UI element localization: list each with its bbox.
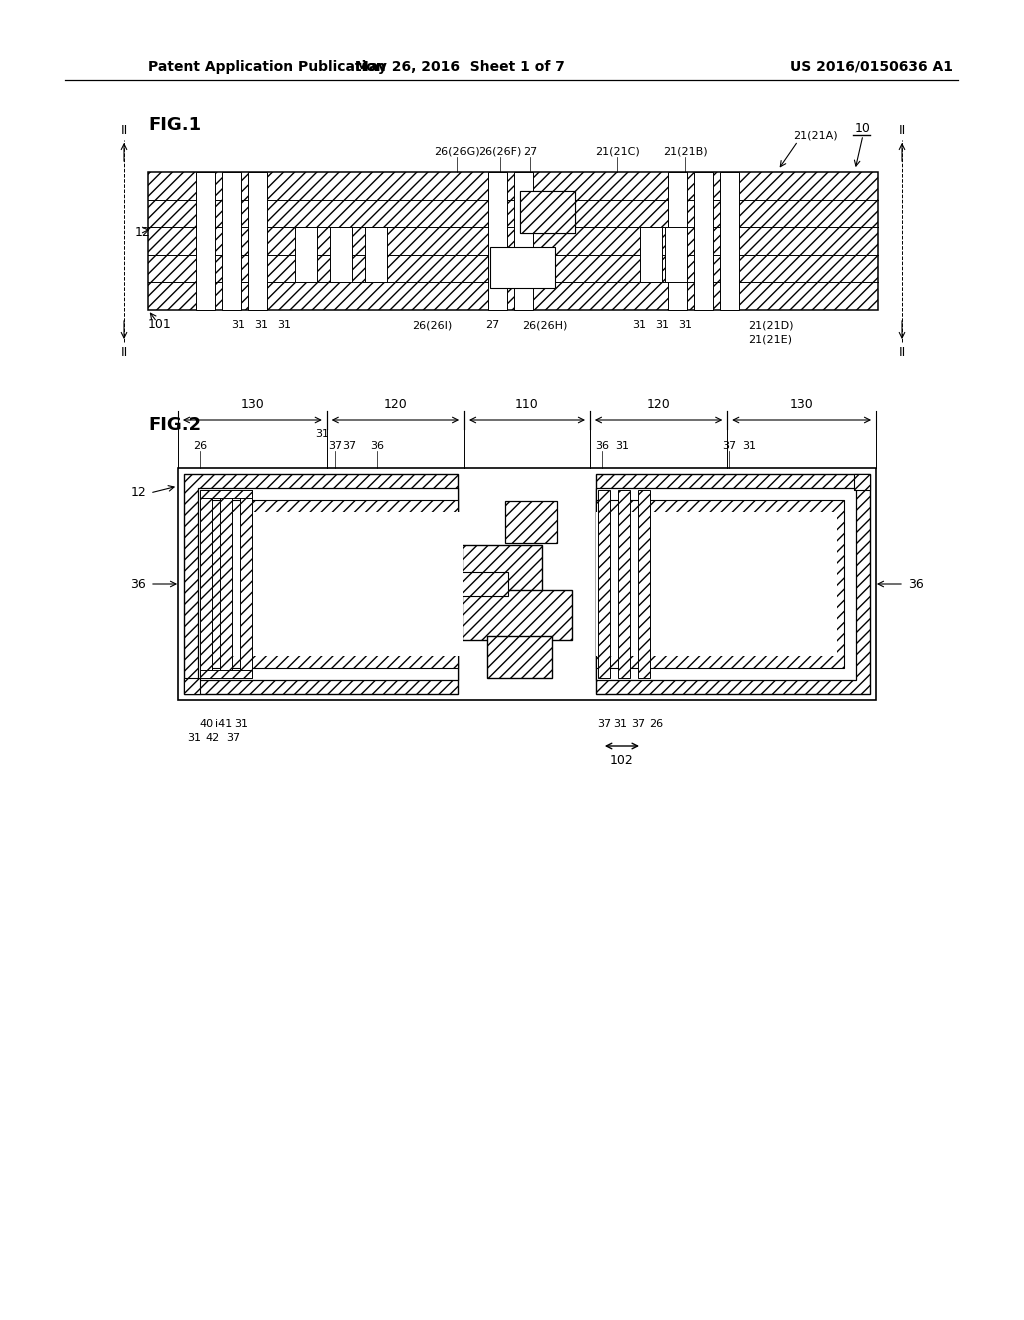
Bar [222, 512, 463, 656]
Text: 26(26H): 26(26H) [522, 319, 567, 330]
Text: 36: 36 [908, 578, 924, 590]
Text: 10: 10 [855, 121, 870, 135]
Text: 26(26G): 26(26G) [434, 147, 480, 157]
Text: 31: 31 [278, 319, 291, 330]
Text: 31: 31 [632, 319, 646, 330]
Text: 12: 12 [130, 487, 146, 499]
Text: 31: 31 [655, 319, 669, 330]
Text: 120: 120 [647, 399, 671, 412]
Bar [248, 172, 267, 310]
Bar [184, 474, 458, 694]
Text: 37: 37 [226, 733, 240, 743]
Text: II: II [121, 124, 128, 136]
Bar [220, 490, 232, 678]
Text: 37: 37 [722, 441, 736, 451]
Bar [490, 247, 555, 288]
Text: 31: 31 [615, 441, 629, 451]
Bar [488, 172, 507, 310]
Bar [196, 172, 215, 310]
Text: 27: 27 [523, 147, 538, 157]
Text: 31: 31 [613, 719, 627, 729]
Text: 37: 37 [631, 719, 645, 729]
Text: II: II [898, 124, 905, 136]
Bar [462, 590, 572, 640]
Bar [505, 502, 557, 543]
Bar [596, 474, 870, 694]
Bar [596, 500, 844, 668]
Text: 21(21A): 21(21A) [793, 131, 838, 141]
Bar [198, 488, 458, 680]
Text: 31: 31 [742, 441, 757, 451]
Bar [520, 191, 575, 232]
Text: 102: 102 [610, 755, 634, 767]
Text: May 26, 2016  Sheet 1 of 7: May 26, 2016 Sheet 1 of 7 [355, 59, 565, 74]
Bar [365, 227, 387, 282]
Text: 27: 27 [485, 319, 499, 330]
Text: 37: 37 [342, 441, 355, 451]
Text: 31: 31 [254, 319, 268, 330]
Bar [617, 490, 630, 678]
Bar [520, 191, 575, 232]
Bar [222, 172, 241, 310]
Bar [638, 490, 650, 678]
Text: 31: 31 [234, 719, 248, 729]
Text: 36: 36 [130, 578, 146, 590]
Bar [178, 469, 876, 700]
Bar [596, 512, 837, 656]
Text: 40: 40 [199, 719, 213, 729]
Bar [200, 490, 212, 678]
Text: 42: 42 [206, 733, 220, 743]
Text: 31: 31 [314, 429, 329, 440]
Bar [295, 227, 317, 282]
Bar [458, 572, 508, 597]
Text: 31: 31 [231, 319, 245, 330]
Text: 130: 130 [790, 399, 813, 412]
Text: 26(26I): 26(26I) [412, 319, 453, 330]
Bar [462, 545, 542, 601]
Text: 37: 37 [597, 719, 611, 729]
Bar [210, 500, 458, 668]
Bar [720, 172, 739, 310]
Text: US 2016/0150636 A1: US 2016/0150636 A1 [790, 59, 953, 74]
Text: FIG.1: FIG.1 [148, 116, 201, 135]
Bar [668, 172, 687, 310]
Bar [854, 474, 870, 490]
Text: FIG.2: FIG.2 [148, 416, 201, 434]
Bar [598, 490, 610, 678]
Text: 36: 36 [595, 441, 609, 451]
Text: 12: 12 [135, 226, 151, 239]
Bar [330, 227, 352, 282]
Text: 26(26F): 26(26F) [478, 147, 521, 157]
Text: II: II [121, 346, 128, 359]
Bar [487, 636, 552, 678]
Bar [694, 172, 713, 310]
Bar [240, 490, 252, 678]
Bar [596, 488, 856, 680]
Bar [200, 671, 252, 678]
Text: 26: 26 [193, 441, 207, 451]
Bar [514, 172, 534, 310]
Text: 21(21B): 21(21B) [663, 147, 708, 157]
Text: 37: 37 [328, 441, 342, 451]
Text: 21(21E): 21(21E) [748, 334, 792, 345]
Bar [184, 678, 200, 694]
Text: 21(21C): 21(21C) [595, 147, 639, 157]
Text: 130: 130 [241, 399, 264, 412]
Text: II: II [898, 346, 905, 359]
Text: Patent Application Publication: Patent Application Publication [148, 59, 386, 74]
Text: 101: 101 [148, 318, 172, 331]
Bar [640, 227, 662, 282]
Bar [200, 490, 252, 498]
Text: 31: 31 [678, 319, 692, 330]
Text: 120: 120 [384, 399, 408, 412]
Text: 36: 36 [370, 441, 384, 451]
Text: i41: i41 [215, 719, 232, 729]
Text: 110: 110 [515, 399, 539, 412]
Bar [148, 172, 878, 310]
Bar [665, 227, 687, 282]
Text: 31: 31 [187, 733, 201, 743]
Text: 21(21D): 21(21D) [748, 319, 794, 330]
Text: 26: 26 [649, 719, 663, 729]
